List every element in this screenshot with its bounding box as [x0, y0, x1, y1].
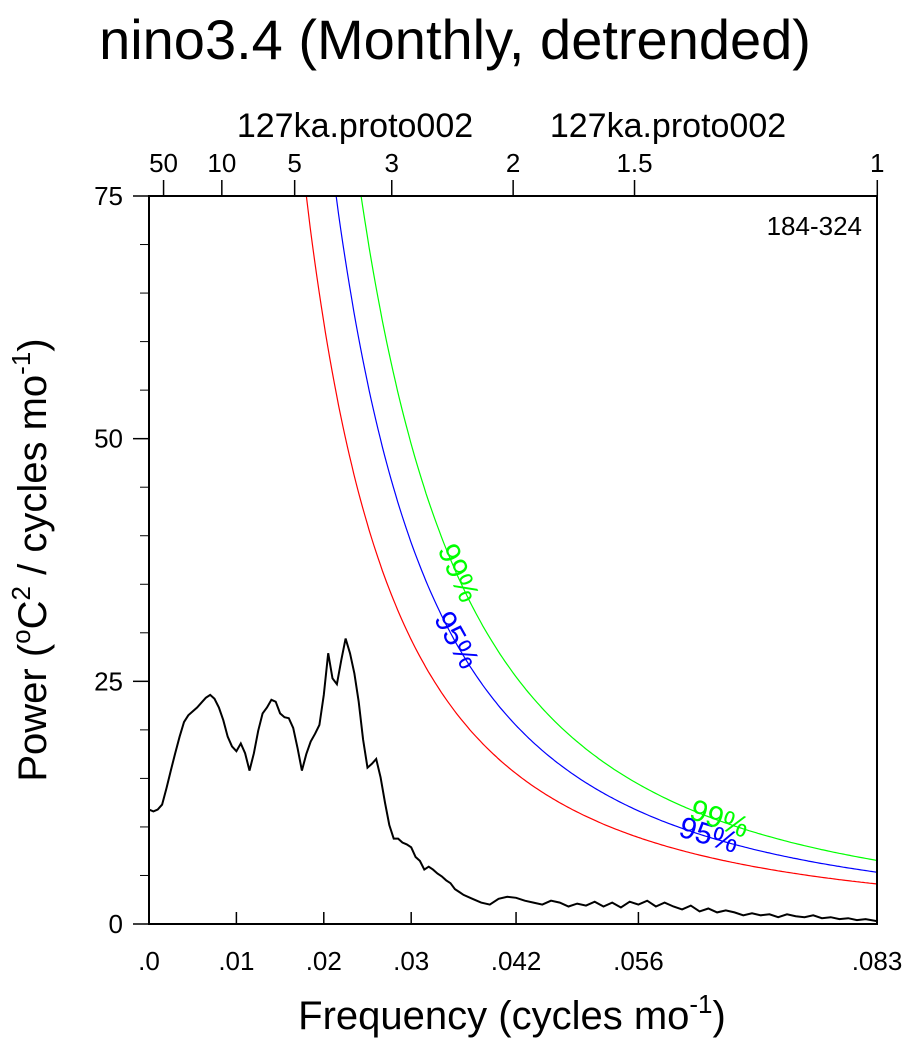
y-tick-label: 50	[94, 424, 123, 454]
period-tick-label: 3	[385, 148, 399, 178]
x-axis: .0 .01 .02 .03 .042 .056 .083	[138, 912, 902, 976]
spectrum-line	[149, 638, 877, 923]
period-tick-label: 1	[870, 148, 884, 178]
x-axis-label: Frequency (cycles mo-1)	[298, 989, 726, 1038]
significance-label: 95%	[427, 606, 485, 675]
x-tick-label: .02	[306, 946, 342, 976]
y-axis-label: Power (oC2 / cycles mo-1)	[6, 338, 55, 781]
y-tick-label: 25	[94, 666, 123, 696]
y-tick-label: 0	[109, 909, 123, 939]
period-tick-label: 1.5	[616, 148, 652, 178]
y-axis: 0 25 50 75	[94, 181, 149, 939]
period-axis: 50 10 5 3 2 1.5 1	[149, 148, 885, 196]
period-tick-label: 5	[287, 148, 301, 178]
top-subtitle-left: 127ka.proto002	[237, 107, 473, 145]
period-tick-label: 10	[207, 148, 236, 178]
period-tick-label: 50	[149, 148, 178, 178]
plot-frame	[148, 195, 878, 925]
x-tick-label: .083	[852, 946, 903, 976]
significance-curve	[335, 196, 877, 873]
x-tick-label: .0	[138, 946, 160, 976]
plot-area: 95%95%95%95%99%99%99%99%	[149, 196, 877, 923]
x-tick-label: .03	[393, 946, 429, 976]
period-tick-label: 2	[506, 148, 520, 178]
range-annotation: 184-324	[767, 211, 862, 241]
y-tick-label: 75	[94, 181, 123, 211]
x-tick-label: .01	[218, 946, 254, 976]
x-tick-label: .042	[491, 946, 542, 976]
x-tick-label: .056	[613, 946, 664, 976]
significance-label: 99%	[431, 539, 486, 607]
top-subtitle-right: 127ka.proto002	[550, 107, 786, 145]
significance-curve	[360, 196, 877, 861]
significance-curve	[305, 196, 877, 885]
chart-title: nino3.4 (Monthly, detrended)	[99, 8, 811, 71]
